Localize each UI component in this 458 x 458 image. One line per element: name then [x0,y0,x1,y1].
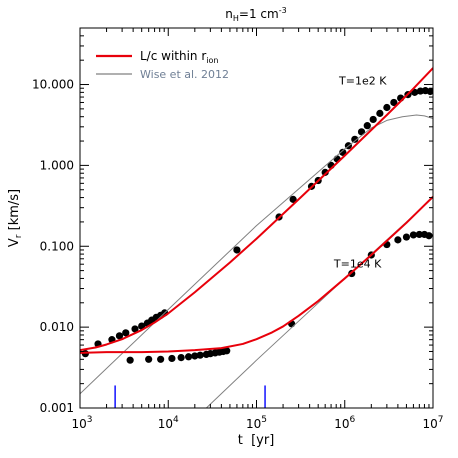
x-tick-label-base: 10 [158,417,173,431]
x-tick-label-base: 10 [334,417,349,431]
y-axis-label-main: V [7,238,22,247]
chart-title: nH=1 cm-3 [225,6,286,23]
y-tick-label: 0.010 [40,320,74,334]
x-tick-label: 105 [246,415,267,431]
y-tick-label: 10.000 [32,78,74,92]
x-tick-label-base: 10 [71,417,86,431]
data-point-0-34 [426,87,433,96]
y-tick-label: 0.100 [40,239,74,253]
x-tick-label: 104 [158,415,179,431]
svg-text:Vr [km/s]: Vr [km/s] [7,189,24,247]
data-point-0-4 [122,329,130,337]
x-tick-label-base: 10 [246,417,261,431]
chart-title-mid: =1 cm [239,7,279,21]
legend-label-red-sub: ion [206,56,218,65]
legend-label-red-main: L/c within r [140,49,206,63]
data-point-1-1 [145,355,153,363]
legend-label-red: L/c within rion [140,49,218,65]
annotation-t-1e2: T=1e2 K [338,75,387,88]
y-tick-label: 0.001 [40,401,74,415]
x-tick-label-exp: 3 [87,415,93,425]
data-point-1-6 [191,352,199,360]
x-tick-label: 103 [71,415,92,431]
data-point-0-24 [363,122,371,130]
x-tick-label-exp: 4 [173,415,179,425]
data-point-1-3 [168,354,176,363]
data-point-1-20 [409,231,418,239]
data-point-1-19 [402,233,411,241]
y-axis-label-sub: r [14,234,24,238]
data-point-0-28 [390,98,398,107]
data-point-0-27 [383,103,391,112]
data-point-1-7 [196,351,204,359]
x-axis-label: t [yr] [238,433,275,448]
legend: L/c within rion Wise et al. 2012 [96,49,229,81]
series-line-2 [80,114,433,395]
chart-title-sub: H [233,14,239,23]
x-tick-label: 106 [334,415,355,431]
annotation-t-1e4: T=1e4 K [333,257,382,270]
chart-title-sup: -3 [279,6,287,15]
data-point-0-14 [289,195,297,203]
data-point-0-17 [321,168,329,176]
series-line-4 [80,67,433,352]
data-point-1-23 [425,232,433,240]
data-point-1-4 [177,353,185,362]
data-point-1-18 [394,236,402,244]
legend-label-gray: Wise et al. 2012 [140,68,229,81]
data-point-1-5 [184,353,193,361]
x-tick-label-exp: 6 [350,415,356,425]
data-point-0-26 [376,109,384,117]
series-line-5 [80,195,433,354]
data-point-0-3 [115,332,124,340]
y-tick-label: 1.000 [40,158,74,172]
x-tick-label-exp: 5 [261,415,267,425]
axes: 103 104 105 106 1070.0010.0100.1001.00010.00… [32,27,444,431]
data-point-1-2 [157,355,165,363]
data-point-0-22 [351,135,359,143]
data-point-0-5 [131,325,139,333]
data-point-0-12 [233,246,241,254]
data-point-0-20 [339,148,347,156]
data-point-1-0 [126,356,134,364]
x-tick-label: 107 [422,415,443,431]
x-tick-label-base: 10 [422,417,437,431]
chart-title-main: n [225,7,233,21]
plot-area [80,67,433,408]
data-point-1-13 [223,347,231,355]
y-axis-label: Vr [km/s] [7,189,24,247]
data-point-1-21 [415,230,423,239]
data-point-0-23 [357,128,366,136]
data-point-0-25 [369,115,377,124]
x-tick-label-exp: 7 [438,415,444,425]
y-axis-label-rest: [km/s] [7,189,22,235]
